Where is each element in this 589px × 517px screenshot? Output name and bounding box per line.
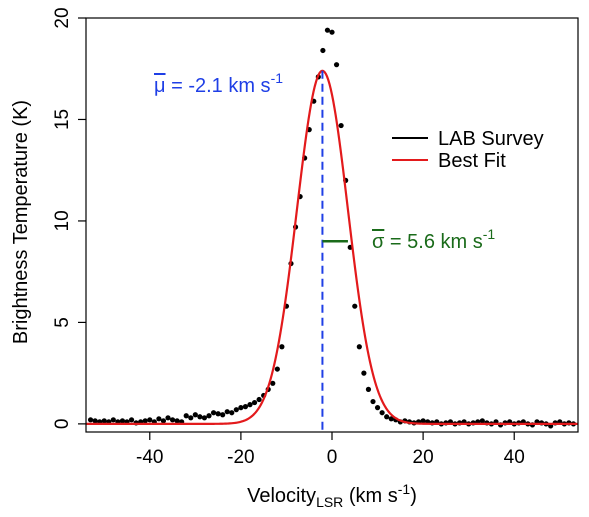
sigma-unit-sup: -1 <box>483 226 496 242</box>
data-point <box>165 415 171 421</box>
data-point <box>92 418 98 424</box>
data-point <box>233 407 239 413</box>
x-tick-label: -40 <box>136 447 163 468</box>
data-point <box>156 416 162 422</box>
legend-label-lab-survey: LAB Survey <box>438 128 544 150</box>
mu-symbol: μ <box>154 75 166 97</box>
data-point <box>215 411 221 417</box>
data-point <box>279 344 285 350</box>
data-point <box>361 370 367 376</box>
x-axis-title-close: ) <box>410 485 417 507</box>
mu-annotation: μ = -2.1 km s-1 <box>154 70 283 97</box>
data-point <box>365 386 372 392</box>
data-point <box>242 404 249 410</box>
data-point <box>274 366 280 372</box>
data-point <box>388 416 394 422</box>
data-point <box>352 303 358 309</box>
y-axis-ticks: 0 5 10 15 20 <box>52 7 86 429</box>
data-point <box>183 413 189 419</box>
x-axis-title-main: Velocity <box>247 485 316 507</box>
x-tick-label: -20 <box>227 447 254 468</box>
data-point <box>201 415 208 421</box>
y-tick-label: 0 <box>52 419 73 430</box>
data-point <box>101 418 107 424</box>
x-tick-label: 40 <box>504 447 525 468</box>
y-axis-title: Brightness Temperature (K) <box>10 100 32 344</box>
mu-value: = -2.1 km s <box>166 75 271 97</box>
data-point <box>247 402 253 408</box>
data-point <box>147 417 153 423</box>
data-point <box>142 418 148 424</box>
data-point <box>324 27 331 33</box>
x-axis-title-sub: LSR <box>316 494 343 510</box>
data-point <box>479 418 485 424</box>
data-point <box>356 344 362 350</box>
sigma-annotation: σ = 5.6 km s-1 <box>372 226 495 253</box>
fit-curve <box>86 69 578 425</box>
legend-label-best-fit: Best Fit <box>438 150 506 172</box>
data-point <box>110 417 116 423</box>
data-point <box>384 414 390 420</box>
y-tick-label: 5 <box>52 317 73 328</box>
data-point <box>128 417 135 423</box>
data-point <box>206 413 212 419</box>
data-point <box>220 412 226 418</box>
data-point <box>210 410 217 416</box>
fit-layer <box>86 69 578 425</box>
data-point <box>329 29 335 35</box>
data-point <box>370 398 376 405</box>
data-point <box>270 380 276 386</box>
mu-unit-sup: -1 <box>271 70 284 86</box>
data-point <box>174 418 180 424</box>
annotation-layer <box>321 70 348 432</box>
data-point <box>169 417 176 423</box>
data-point <box>192 412 198 418</box>
legend: LAB Survey Best Fit <box>392 128 544 172</box>
data-point <box>224 409 230 415</box>
data-point <box>256 396 262 403</box>
data-point <box>197 414 203 420</box>
data-point <box>333 62 340 68</box>
data-point <box>229 410 235 416</box>
sigma-symbol: σ <box>372 231 385 253</box>
x-axis-title: VelocityLSR (km s-1) <box>247 481 417 510</box>
data-point <box>188 415 194 421</box>
sigma-value: = 5.6 km s <box>384 231 482 253</box>
y-tick-label: 20 <box>52 7 73 28</box>
x-tick-label: 20 <box>413 447 434 468</box>
data-point <box>119 418 126 424</box>
data-point <box>379 410 385 416</box>
data-point <box>320 47 326 54</box>
data-point <box>420 418 426 424</box>
data-point <box>160 418 167 424</box>
data-point <box>338 122 344 129</box>
x-tick-label: 0 <box>327 447 338 468</box>
data-point <box>251 399 258 406</box>
x-axis-title-sup: -1 <box>398 481 411 497</box>
data-point <box>87 417 94 423</box>
data-point <box>238 405 244 411</box>
x-axis-ticks: -40 -20 0 20 40 <box>136 432 525 468</box>
y-tick-label: 15 <box>52 109 73 130</box>
x-axis-title-unit: (km s <box>343 485 397 507</box>
data-point <box>374 405 381 411</box>
y-tick-label: 10 <box>52 210 73 231</box>
